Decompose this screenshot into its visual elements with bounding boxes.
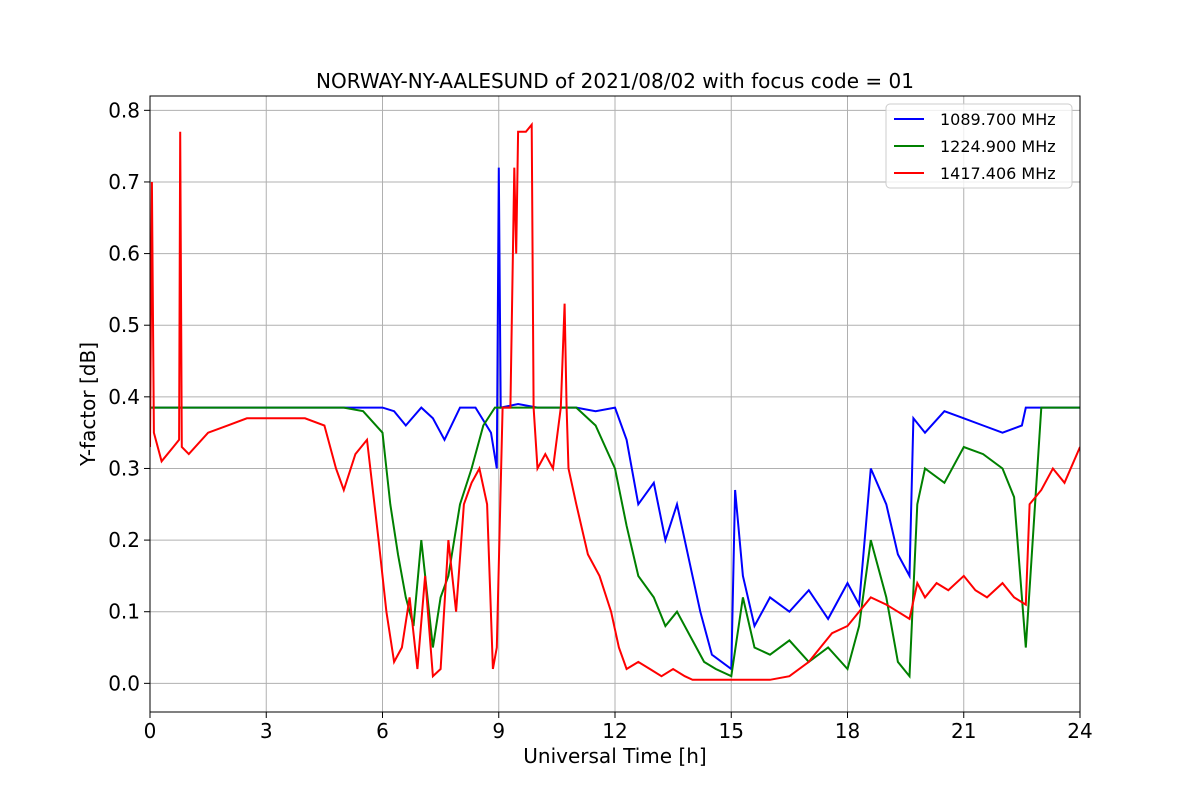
series-layer (150, 121, 1080, 681)
y-tick-label: 0.7 (108, 170, 140, 194)
chart-title: NORWAY-NY-AALESUND of 2021/08/02 with fo… (316, 69, 914, 93)
legend-box (885, 103, 1073, 189)
y-tick-label: 0.8 (108, 98, 140, 122)
y-tick-label: 0.4 (108, 385, 140, 409)
x-tick-label: 6 (376, 719, 389, 743)
legend: 1089.700 MHz 1224.900 MHz 1417.406 MHz (885, 103, 1073, 189)
x-axis-label: Universal Time [h] (523, 744, 706, 768)
x-tick-label: 15 (719, 719, 744, 743)
x-tick-label: 3 (260, 719, 273, 743)
x-tick-label: 0 (144, 719, 157, 743)
y-axis: 0.0 0.1 0.2 0.3 0.4 0.5 0.6 0.7 0.8 (108, 98, 150, 695)
y-tick-label: 0.0 (108, 671, 140, 695)
y-tick-label: 0.2 (108, 528, 140, 552)
legend-label-1417-406-mhz: 1417.406 MHz (940, 164, 1056, 183)
x-tick-label: 21 (951, 719, 976, 743)
legend-label-1089-700-mhz: 1089.700 MHz (940, 110, 1056, 129)
y-tick-label: 0.3 (108, 456, 140, 480)
x-tick-label: 9 (492, 719, 505, 743)
y-tick-label: 0.1 (108, 600, 140, 624)
series-line-1089-700-mhz (150, 167, 1080, 671)
x-axis: 0 3 6 9 12 15 18 21 24 (144, 712, 1093, 743)
y-tick-label: 0.6 (108, 242, 140, 266)
x-tick-label: 18 (835, 719, 860, 743)
x-tick-label: 24 (1067, 719, 1092, 743)
legend-label-1224-900-mhz: 1224.900 MHz (940, 137, 1056, 156)
series-line-1224-900-mhz (150, 406, 1080, 679)
x-tick-label: 12 (602, 719, 627, 743)
series-line-1417-406-mhz (150, 121, 1080, 681)
y-axis-label: Y-factor [dB] (76, 342, 100, 467)
y-tick-label: 0.5 (108, 313, 140, 337)
